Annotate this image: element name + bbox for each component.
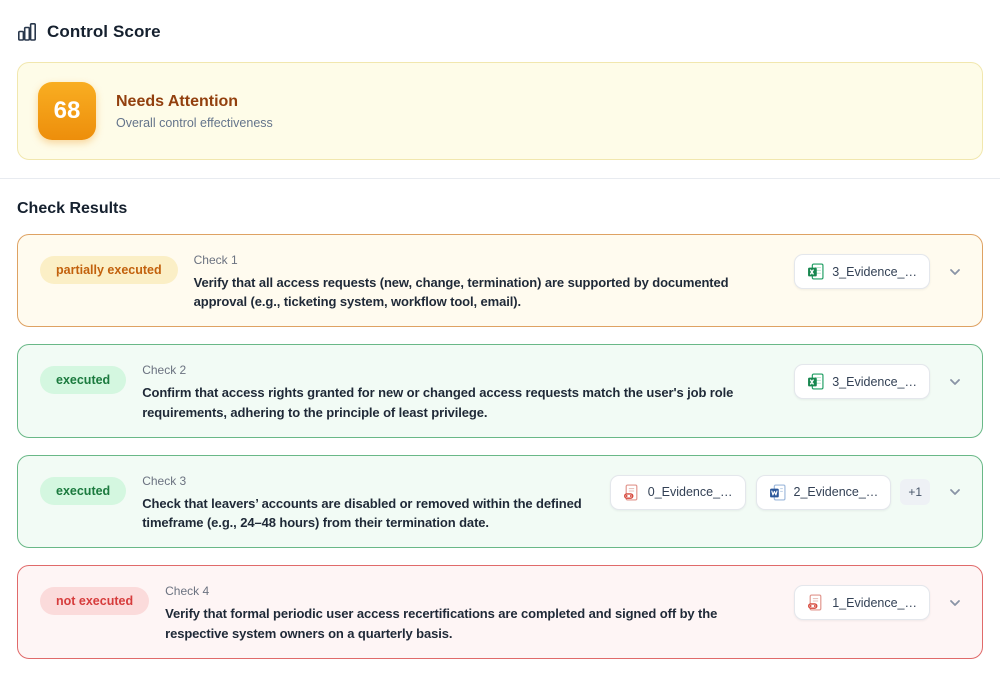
evidence-file-name: 1_Evidence_… — [832, 595, 917, 610]
check-card: not executed Check 4 Verify that formal … — [17, 565, 983, 659]
excel-file-icon — [807, 373, 824, 390]
page-header: Control Score — [17, 22, 983, 42]
check-label: Check 2 — [142, 363, 187, 378]
check-card: executed Check 3 Check that leavers’ acc… — [17, 454, 983, 549]
evidence-chip[interactable]: 3_Evidence_… — [794, 254, 930, 289]
expand-button[interactable] — [944, 479, 966, 505]
check-list: partially executed Check 1 Verify that a… — [17, 234, 983, 659]
evidence-chip[interactable]: 3_Evidence_… — [794, 364, 930, 400]
evidence-list: 3_Evidence_… — [794, 254, 930, 289]
chevron-down-icon — [946, 373, 964, 391]
check-card: partially executed Check 1 Verify that a… — [17, 234, 983, 328]
pdf-file-icon — [807, 594, 824, 611]
evidence-list: 3_Evidence_… — [794, 364, 930, 400]
evidence-chip[interactable]: 2_Evidence_… — [755, 474, 892, 510]
check-actions: 3_Evidence_… — [794, 364, 966, 400]
status-badge: not executed — [40, 587, 150, 616]
evidence-file-name: 2_Evidence_… — [793, 485, 879, 500]
more-evidence-badge[interactable]: +1 — [900, 479, 930, 506]
evidence-list: 1_Evidence_… — [794, 585, 930, 621]
expand-button[interactable] — [944, 590, 966, 616]
page-title: Control Score — [47, 22, 161, 41]
control-score-page: Control Score 68 Needs Attention Overall… — [0, 22, 1000, 659]
score-status: Needs Attention — [116, 92, 239, 110]
expand-button[interactable] — [944, 369, 966, 395]
section-divider — [0, 178, 1000, 179]
evidence-chip[interactable]: 1_Evidence_… — [794, 585, 930, 621]
evidence-file-name: 3_Evidence_… — [832, 264, 917, 279]
evidence-file-name: 3_Evidence_… — [832, 374, 917, 389]
check-actions: 3_Evidence_… — [794, 254, 966, 289]
check-content: Check 4 Verify that formal periodic user… — [165, 582, 778, 642]
score-badge: 68 — [38, 82, 96, 140]
check-actions: 1_Evidence_… — [794, 585, 966, 621]
word-file-icon — [769, 484, 786, 501]
check-label: Check 3 — [142, 473, 187, 488]
chevron-down-icon — [946, 483, 964, 501]
check-label: Check 4 — [165, 584, 210, 599]
check-content: Check 3 Check that leavers’ accounts are… — [142, 472, 594, 532]
status-badge: executed — [40, 366, 127, 395]
excel-file-icon — [807, 263, 824, 280]
check-label: Check 1 — [193, 253, 238, 267]
check-card: executed Check 2 Confirm that access rig… — [17, 344, 983, 438]
chevron-down-icon — [946, 594, 964, 612]
score-subtitle: Overall control effectiveness — [116, 115, 273, 130]
check-actions: 0_Evidence_… 2_Evidence_… +1 — [609, 474, 966, 510]
pdf-file-icon — [623, 484, 640, 501]
check-description: Check that leavers’ accounts are disable… — [142, 495, 582, 531]
score-card: 68 Needs Attention Overall control effec… — [17, 62, 983, 160]
evidence-file-name: 0_Evidence_… — [647, 485, 733, 500]
status-badge: executed — [40, 476, 127, 505]
score-text: Needs Attention Overall control effectiv… — [116, 93, 273, 130]
chevron-down-icon — [946, 263, 964, 281]
evidence-chip[interactable]: 0_Evidence_… — [609, 474, 746, 510]
check-description: Verify that formal periodic user access … — [165, 606, 718, 641]
evidence-list: 0_Evidence_… 2_Evidence_… — [609, 474, 892, 510]
check-description: Verify that all access requests (new, ch… — [193, 275, 729, 310]
expand-button[interactable] — [944, 259, 966, 285]
check-content: Check 2 Confirm that access rights grant… — [142, 361, 778, 421]
bar-chart-icon — [17, 22, 37, 42]
check-description: Confirm that access rights granted for n… — [142, 385, 734, 420]
status-badge: partially executed — [40, 256, 178, 284]
check-results-title: Check Results — [17, 200, 128, 217]
check-content: Check 1 Verify that all access requests … — [194, 251, 779, 311]
